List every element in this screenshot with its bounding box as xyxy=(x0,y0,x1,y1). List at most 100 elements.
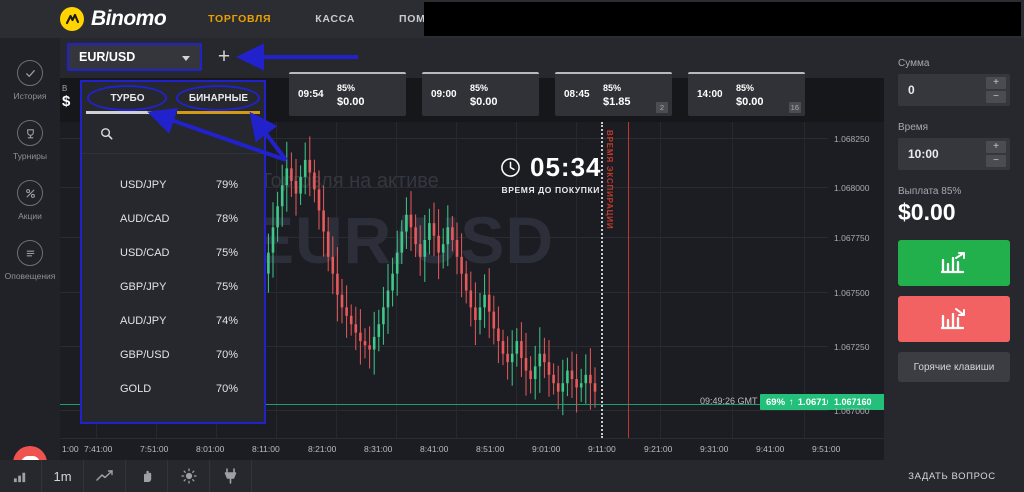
asset-name: AUD/CAD xyxy=(120,213,170,225)
asset-toolbar: EUR/USD + xyxy=(60,38,884,78)
purchase-deadline-line xyxy=(601,122,603,438)
price-axis-current-badge: 1.067160 xyxy=(828,394,884,410)
amount-increase-button[interactable]: + xyxy=(986,77,1006,89)
asset-name: USD/CAD xyxy=(120,247,170,259)
time-decrease-button[interactable]: − xyxy=(986,155,1006,167)
expiration-line xyxy=(628,122,629,438)
chevron-down-icon xyxy=(182,56,190,61)
time-increase-button[interactable]: + xyxy=(986,141,1006,153)
asset-name: GBP/JPY xyxy=(120,281,167,293)
asset-payout: 75% xyxy=(215,247,238,259)
current-price-badge: 69% ↑ 1.067160 xyxy=(760,394,844,410)
nav-item-trading[interactable]: ТОРГОВЛЯ xyxy=(208,13,272,25)
brand-name: Binomo xyxy=(91,7,167,30)
time-tick: 1:00 xyxy=(62,444,79,454)
asset-list-item[interactable]: GBP/USD 70% xyxy=(82,338,264,372)
sidebar-item-history[interactable]: История xyxy=(0,60,60,101)
deal-time: 09:54 xyxy=(298,89,324,100)
asset-name: GBP/USD xyxy=(120,349,170,361)
asset-list-item[interactable]: GOLD 70% xyxy=(82,372,264,406)
deal-count-badge: 16 xyxy=(788,102,801,113)
chart-gmt-time: 09:49:26 GMT xyxy=(700,396,758,406)
deal-payout: 85% xyxy=(736,83,755,93)
price-axis: 1.068250 1.068000 1.067750 1.067500 1.06… xyxy=(828,122,884,438)
asset-payout: 78% xyxy=(215,213,238,225)
chart-down-icon xyxy=(940,308,965,330)
asset-selector[interactable]: EUR/USD xyxy=(67,43,202,71)
deal-payout: 85% xyxy=(470,83,489,93)
timeframe-button[interactable]: 1m xyxy=(42,460,84,492)
timer-label: ВРЕМЯ ДО ПОКУПКИ xyxy=(501,185,600,195)
add-asset-button[interactable]: + xyxy=(217,45,231,68)
asset-name: GOLD xyxy=(120,383,152,395)
asset-list: USD/JPY 79% AUD/CAD 78% USD/CAD 75% GBP/… xyxy=(82,154,264,406)
hotkeys-button[interactable]: Горячие клавиши xyxy=(898,352,1010,382)
deal-card[interactable]: 09:00 85% $0.00 xyxy=(422,72,539,116)
sidebar-item-promotions[interactable]: Акции xyxy=(0,180,60,221)
expiration-label: ВРЕМЯ ЭКСПИРАЦИИ xyxy=(605,130,614,230)
deal-amount: $0.00 xyxy=(736,96,764,108)
purchase-timer: 05:34 ВРЕМЯ ДО ПОКУПКИ xyxy=(500,152,602,195)
time-stepper[interactable]: + − xyxy=(986,141,1006,167)
app-header: Binomo ТОРГОВЛЯ КАССА ПОМОЩЬ xyxy=(0,0,1024,38)
amount-decrease-button[interactable]: − xyxy=(986,91,1006,103)
asset-name: AUD/JPY xyxy=(120,315,167,327)
candles-icon[interactable] xyxy=(0,460,42,492)
payout-label: Выплата 85% xyxy=(898,186,962,197)
time-field[interactable]: 10:00 + − xyxy=(898,138,1010,170)
asset-search-field[interactable] xyxy=(82,114,264,154)
sidebar-label-notifications: Оповещения xyxy=(4,271,56,281)
bottom-toolbar: 1m ЗАДАТЬ ВОПРОС xyxy=(0,460,1024,492)
time-value: 10:00 xyxy=(908,147,939,161)
brightness-icon[interactable] xyxy=(168,460,210,492)
amount-field[interactable]: 0 + − xyxy=(898,74,1010,106)
check-circle-icon xyxy=(17,60,43,86)
chart-up-icon xyxy=(940,252,965,274)
deal-card[interactable]: 08:45 85% $1.85 2 xyxy=(555,72,672,116)
time-tick: 9:01:00 xyxy=(532,444,561,454)
deal-amount: $0.00 xyxy=(337,96,365,108)
asset-list-item[interactable]: AUD/CAD 78% xyxy=(82,202,264,236)
tab-turbo-underline xyxy=(86,111,169,114)
sidebar-item-notifications[interactable]: Оповещения xyxy=(0,240,60,281)
deal-amount: $0.00 xyxy=(470,96,498,108)
redacted-account-area xyxy=(424,2,1021,36)
deal-time: 08:45 xyxy=(564,89,590,100)
drawing-hand-icon[interactable] xyxy=(126,460,168,492)
brand-logo[interactable]: Binomo xyxy=(60,7,167,31)
balance-value: $ xyxy=(62,93,71,110)
time-tick: 8:11:00 xyxy=(252,444,280,454)
price-tick: 1.067750 xyxy=(834,233,870,243)
active-deals: 09:54 85% $0.00 09:00 85% $0.00 08:45 85… xyxy=(289,72,805,116)
deal-payout: 85% xyxy=(337,83,356,93)
asset-dropdown-panel[interactable]: ТУРБО БИНАРНЫЕ USD/JPY 79% AUD/CAD 78% U… xyxy=(80,80,266,424)
nav-item-cashier[interactable]: КАССА xyxy=(315,13,356,25)
asset-list-item[interactable]: USD/JPY 79% xyxy=(82,168,264,202)
sidebar-label-promotions: Акции xyxy=(18,211,42,221)
asset-list-item[interactable]: AUD/JPY 74% xyxy=(82,304,264,338)
annotation-ellipse-binary xyxy=(176,85,260,111)
clock-icon xyxy=(501,158,520,177)
price-badge-arrow: ↑ xyxy=(789,396,794,408)
price-tick: 1.068000 xyxy=(834,183,870,193)
plug-icon[interactable] xyxy=(210,460,252,492)
amount-label: Сумма xyxy=(898,58,930,69)
binomo-logo-icon xyxy=(60,7,84,31)
price-badge-percent: 69% xyxy=(766,396,786,408)
asset-list-item[interactable]: GBP/JPY 75% xyxy=(82,270,264,304)
buy-down-button[interactable] xyxy=(898,296,1010,342)
line-chart-icon[interactable] xyxy=(84,460,126,492)
amount-stepper[interactable]: + − xyxy=(986,77,1006,103)
time-tick: 7:41:00 xyxy=(84,444,113,454)
search-icon xyxy=(101,128,113,140)
ask-question-button[interactable]: ЗАДАТЬ ВОПРОС xyxy=(908,470,996,482)
deal-card[interactable]: 09:54 85% $0.00 xyxy=(289,72,406,116)
asset-list-item[interactable]: USD/CAD 75% xyxy=(82,236,264,270)
price-tick: 1.067500 xyxy=(834,288,870,298)
deal-card[interactable]: 14:00 85% $0.00 16 xyxy=(688,72,805,116)
timer-value: 05:34 xyxy=(530,152,602,182)
price-tick: 1.068250 xyxy=(834,134,870,144)
sidebar-item-tournaments[interactable]: Турниры xyxy=(0,120,60,161)
buy-up-button[interactable] xyxy=(898,240,1010,286)
time-axis: 1:00 7:41:00 7:51:00 8:01:00 8:11:00 8:2… xyxy=(60,438,884,460)
